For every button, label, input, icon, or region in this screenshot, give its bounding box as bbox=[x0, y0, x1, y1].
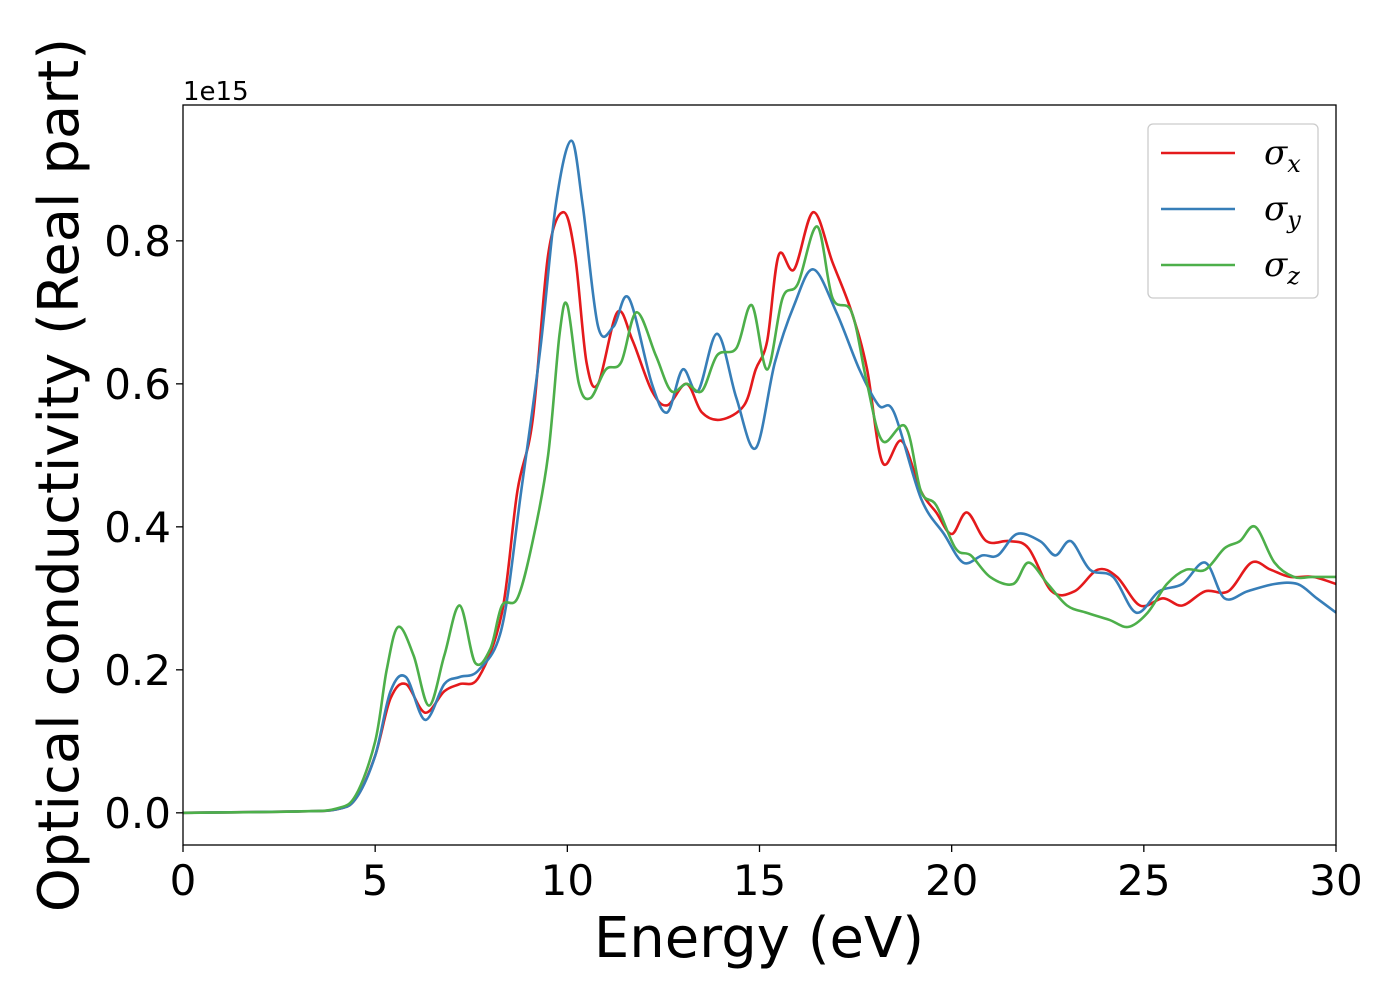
y-offset-label: 1e15 bbox=[183, 77, 249, 107]
y-tick-label: 0.4 bbox=[104, 503, 171, 552]
x-tick-label: 0 bbox=[170, 856, 197, 905]
legend-label-x: σx bbox=[1264, 133, 1301, 178]
y-axis-title: Optical conductivity (Real part) bbox=[27, 38, 92, 912]
y-tick-label: 0.2 bbox=[104, 646, 171, 695]
y-tick-label: 0.6 bbox=[104, 360, 171, 409]
legend-box bbox=[1147, 123, 1319, 299]
series-line-y bbox=[183, 139, 1336, 815]
x-tick-label: 10 bbox=[541, 856, 594, 905]
x-tick-label: 20 bbox=[925, 856, 978, 905]
y-tick-label: 0.8 bbox=[104, 217, 171, 266]
series-line-x bbox=[183, 210, 1336, 815]
x-axis-ticks: 0 5 10 15 20 25 30 bbox=[170, 845, 1363, 905]
x-tick-label: 5 bbox=[362, 856, 389, 905]
x-tick-label: 25 bbox=[1117, 856, 1170, 905]
x-tick-label: 30 bbox=[1309, 856, 1362, 905]
series-layer bbox=[183, 139, 1336, 815]
y-tick-label: 0.0 bbox=[104, 789, 171, 838]
legend-label-y: σy bbox=[1264, 189, 1301, 234]
x-axis-title: Energy (eV) bbox=[594, 906, 924, 971]
series-line-z bbox=[183, 225, 1336, 815]
y-axis-ticks: 0.0 0.2 0.4 0.6 0.8 bbox=[104, 217, 183, 838]
x-tick-label: 15 bbox=[733, 856, 786, 905]
